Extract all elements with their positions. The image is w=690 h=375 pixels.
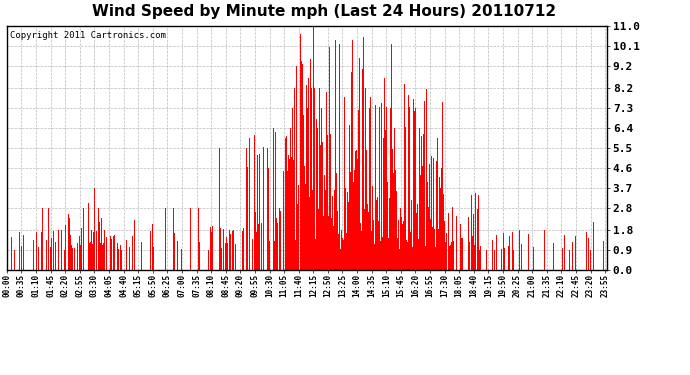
Text: Copyright 2011 Cartronics.com: Copyright 2011 Cartronics.com [10, 31, 166, 40]
Text: Wind Speed by Minute mph (Last 24 Hours) 20110712: Wind Speed by Minute mph (Last 24 Hours)… [92, 4, 556, 19]
